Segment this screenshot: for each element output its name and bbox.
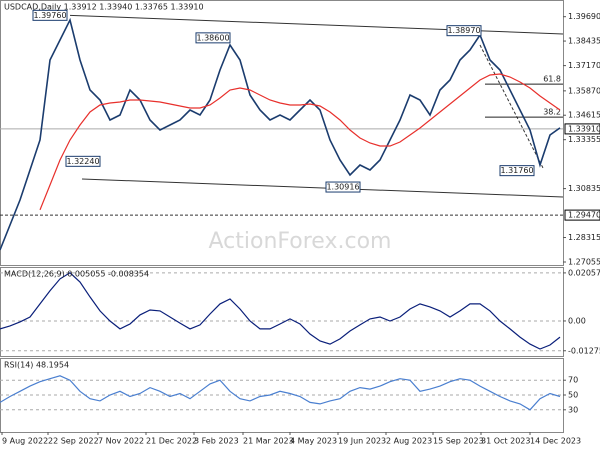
x-tick-label: 7 Nov 2022: [98, 437, 144, 446]
annotation-box: [325, 181, 361, 193]
trend-line: [81, 178, 564, 198]
series-line: [0, 375, 561, 411]
y-tick-label: 1.39690: [568, 12, 600, 21]
x-tick-label: 21 Mar 2023: [243, 437, 294, 446]
annotation-box: [65, 155, 101, 167]
level-label: 1.33910: [568, 124, 600, 133]
x-tick-label: 19 Jun 2023: [338, 437, 386, 446]
y-tick-label: 1.35870: [568, 86, 600, 95]
y-tick-label: -0.012755: [568, 346, 600, 355]
panel-title: USDCAD,Daily 1.33912 1.33940 1.33765 1.3…: [4, 3, 204, 12]
series-line: [0, 17, 561, 251]
y-tick-label: 1.27055: [568, 257, 600, 266]
x-tick-label: 21 Dec 2022: [146, 437, 197, 446]
series-line: [0, 272, 561, 350]
y-tick-label: 1.28315: [568, 233, 600, 242]
level-box: [564, 209, 600, 221]
y-tick-label: 0.00: [568, 316, 586, 325]
annotation-label: 1.32240: [66, 157, 99, 166]
x-tick-label: 14 Dec 2023: [530, 437, 581, 446]
x-tick-label: 31 Oct 2023: [481, 437, 530, 446]
y-tick-label: 30: [568, 405, 578, 414]
annotation-label: 1.39760: [33, 11, 66, 20]
y-tick-label: 1.37170: [568, 61, 600, 70]
y-tick-label: 1.33355: [568, 135, 600, 144]
x-tick-label: 22 Sep 2022: [48, 437, 99, 446]
annotation-box: [446, 25, 482, 37]
panel-frame: [0, 267, 564, 357]
level-box: [564, 123, 600, 135]
level-label: 1.29470: [568, 211, 600, 220]
y-tick-label: 1.38435: [568, 37, 600, 46]
fibo-label: 61.8: [543, 75, 561, 84]
panel-title: RSI(14) 48.1954: [4, 361, 69, 370]
annotation-label: 1.31760: [500, 166, 533, 175]
annotation-box: [499, 165, 535, 177]
y-tick-label: 1.30835: [568, 184, 600, 193]
x-tick-label: 4 May 2023: [290, 437, 337, 446]
panel-title: MACD(12,26,9) 0.005055 -0.008354: [4, 270, 149, 279]
panel-frame: [0, 0, 564, 266]
y-tick-label: 0.020575: [568, 268, 600, 277]
series-line: [39, 73, 561, 211]
watermark: ActionForex.com: [209, 229, 392, 254]
x-tick-label: 2 Aug 2023: [386, 437, 432, 446]
annotation-label: 1.30916: [326, 183, 359, 192]
annotation-label: 1.38970: [447, 26, 480, 35]
annotation-label: 1.38600: [196, 33, 229, 42]
trend-line: [479, 44, 544, 169]
annotation-box: [32, 9, 68, 21]
x-tick-label: 3 Feb 2023: [194, 437, 239, 446]
x-tick-label: 15 Sep 2023: [433, 437, 484, 446]
y-tick-label: 1.34615: [568, 111, 600, 120]
y-tick-label: 70: [568, 376, 578, 385]
annotation-box: [195, 32, 231, 44]
x-tick-label: 9 Aug 2022: [2, 437, 48, 446]
y-tick-label: 50: [568, 391, 578, 400]
fibo-label: 38.2: [543, 108, 561, 117]
